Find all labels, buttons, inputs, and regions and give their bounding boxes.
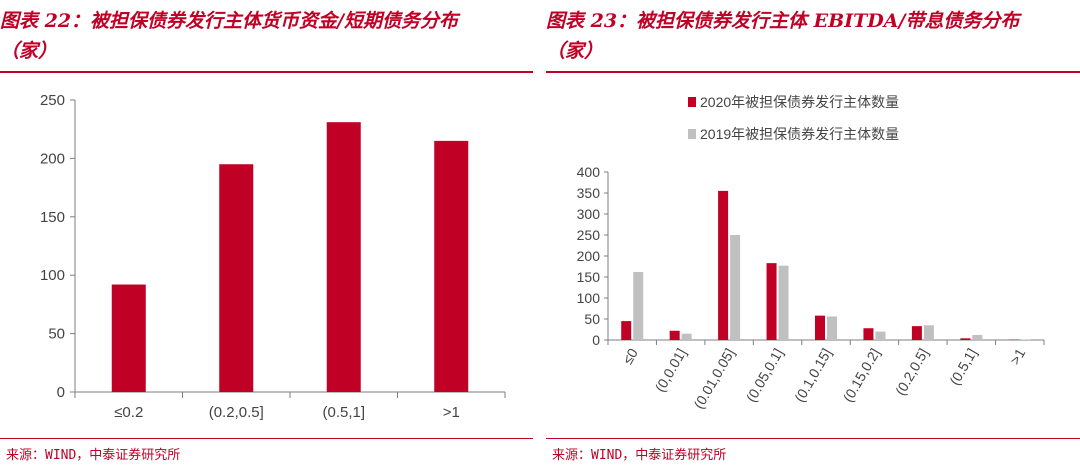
bar-2019 — [778, 265, 789, 340]
x-tick-label: ≤0.2 — [114, 404, 143, 421]
y-tick-label: 0 — [592, 332, 600, 348]
bar — [434, 140, 469, 392]
bar-2019 — [875, 331, 886, 340]
bar — [111, 284, 146, 392]
left-source: 来源：WIND，中泰证券研究所 — [6, 448, 181, 463]
y-tick-label: 100 — [577, 290, 601, 306]
y-tick-label: 150 — [40, 209, 65, 226]
bar — [219, 164, 254, 392]
y-tick-label: 200 — [577, 248, 601, 264]
right-title-line2: （家） — [546, 40, 604, 62]
left-title-line2: （家） — [0, 40, 58, 62]
bar-2019 — [681, 333, 692, 340]
y-tick-label: 300 — [577, 206, 601, 222]
x-tick-label: (0.1,0.15] — [791, 346, 834, 405]
right-title-line1: 图表 23：被担保债券发行主体 EBITDA/带息债务分布 — [546, 10, 1020, 32]
right-source-rule — [546, 438, 1080, 439]
x-tick-label: >1 — [1007, 345, 1029, 367]
bar-2020 — [621, 321, 632, 340]
y-tick-label: 100 — [40, 267, 65, 284]
bar-2019 — [972, 334, 983, 340]
x-tick-label: (0.15,0.2] — [840, 346, 883, 405]
legend-label: 2020年被担保债券发行主体数量 — [700, 94, 899, 110]
right-title-rule — [546, 71, 1080, 73]
bar-2019 — [730, 235, 741, 340]
left-title-rule — [0, 71, 533, 73]
x-tick-label: (0.5,1] — [322, 404, 365, 421]
bar-2020 — [863, 328, 874, 340]
y-tick-label: 0 — [57, 384, 65, 401]
bar-2019 — [827, 316, 837, 340]
x-tick-label: ≤0 — [619, 345, 641, 367]
left-source-rule — [0, 438, 533, 439]
x-tick-label: (0.05,0.1] — [743, 346, 786, 405]
bar-2019 — [923, 325, 934, 340]
y-tick-label: 350 — [577, 185, 601, 201]
right-source: 来源：WIND，中泰证券研究所 — [552, 448, 727, 463]
y-tick-label: 50 — [48, 326, 65, 343]
x-tick-label: (0.5,1] — [946, 346, 980, 388]
bar-2020 — [960, 338, 971, 340]
x-tick-label: (0.2,0.5] — [209, 404, 264, 421]
bar-2020 — [718, 190, 729, 340]
legend-swatch — [688, 129, 696, 139]
bar-2020 — [911, 326, 922, 340]
right-panel: 图表 23：被担保债券发行主体 EBITDA/带息债务分布 （家） 2020年被… — [546, 0, 1080, 466]
y-tick-label: 200 — [40, 150, 65, 167]
right-chart-title: 图表 23：被担保债券发行主体 EBITDA/带息债务分布 （家） — [546, 6, 1080, 66]
bar-2020 — [815, 315, 825, 340]
x-tick-label: (0.01,0.05] — [690, 346, 737, 412]
y-tick-label: 250 — [40, 92, 65, 109]
x-tick-label: (0.2,0.5] — [892, 346, 932, 398]
left-panel: 图表 22：被担保债券发行主体货币资金/短期债务分布 （家） 0 50 100 150… — [0, 0, 533, 466]
bar-2020 — [669, 330, 680, 340]
y-tick-label: 250 — [577, 227, 601, 243]
left-bar-chart: 0 50 100 150 200 250 ≤0.2 (0.2,0.5] (0.5,1] >1 — [40, 92, 506, 421]
right-bar-chart: 2020年被担保债券发行主体数量 2019年被担保债券发行主体数量 0 50 100 15… — [577, 94, 1045, 412]
y-tick-label: 50 — [584, 311, 600, 327]
legend-swatch — [688, 97, 696, 107]
y-tick-label: 400 — [577, 164, 601, 180]
left-title-line1: 图表 22：被担保债券发行主体货币资金/短期债务分布 — [0, 10, 458, 32]
y-tick-label: 150 — [577, 269, 601, 285]
legend-label: 2019年被担保债券发行主体数量 — [700, 126, 899, 142]
bar-2020 — [766, 263, 777, 340]
bar-2019 — [633, 271, 644, 340]
x-tick-label: >1 — [443, 404, 460, 421]
bar — [326, 122, 361, 392]
x-tick-label: (0,0.01] — [652, 346, 690, 395]
left-chart-title: 图表 22：被担保债券发行主体货币资金/短期债务分布 （家） — [0, 6, 533, 66]
